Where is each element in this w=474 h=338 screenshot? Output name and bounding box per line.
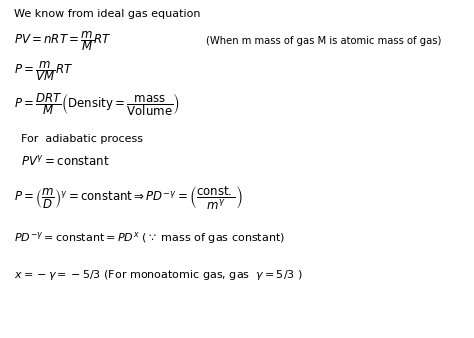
Text: $P =\dfrac{m}{VM}RT$: $P =\dfrac{m}{VM}RT$ xyxy=(14,59,73,83)
Text: $P =\dfrac{DRT}{M}\left(\mathrm{Density} =\dfrac{\mathrm{mass}}{\mathrm{Volume}}: $P =\dfrac{DRT}{M}\left(\mathrm{Density}… xyxy=(14,92,180,118)
Text: We know from ideal gas equation: We know from ideal gas equation xyxy=(14,8,201,19)
Text: For  adiabatic process: For adiabatic process xyxy=(21,134,143,144)
Text: $PD^{-\gamma} =\mathrm{constant} = PD^{x}$ ($\because$ mass of gas constant): $PD^{-\gamma} =\mathrm{constant} = PD^{x… xyxy=(14,230,285,246)
Text: $P =\left(\dfrac{m}{D}\right)^{\gamma} =\mathrm{constant} \Rightarrow PD^{-\gamm: $P =\left(\dfrac{m}{D}\right)^{\gamma} =… xyxy=(14,184,243,211)
Text: $x =-\gamma =-5/3$ (For monoatomic gas, gas  $\gamma =5/3$ ): $x =-\gamma =-5/3$ (For monoatomic gas, … xyxy=(14,268,303,283)
Text: (When m mass of gas M is atomic mass of gas): (When m mass of gas M is atomic mass of … xyxy=(206,36,442,46)
Text: $PV =nRT = \dfrac{m}{M}RT$: $PV =nRT = \dfrac{m}{M}RT$ xyxy=(14,29,112,53)
Text: $PV^{\gamma} =\mathrm{constant}$: $PV^{\gamma} =\mathrm{constant}$ xyxy=(21,155,110,169)
